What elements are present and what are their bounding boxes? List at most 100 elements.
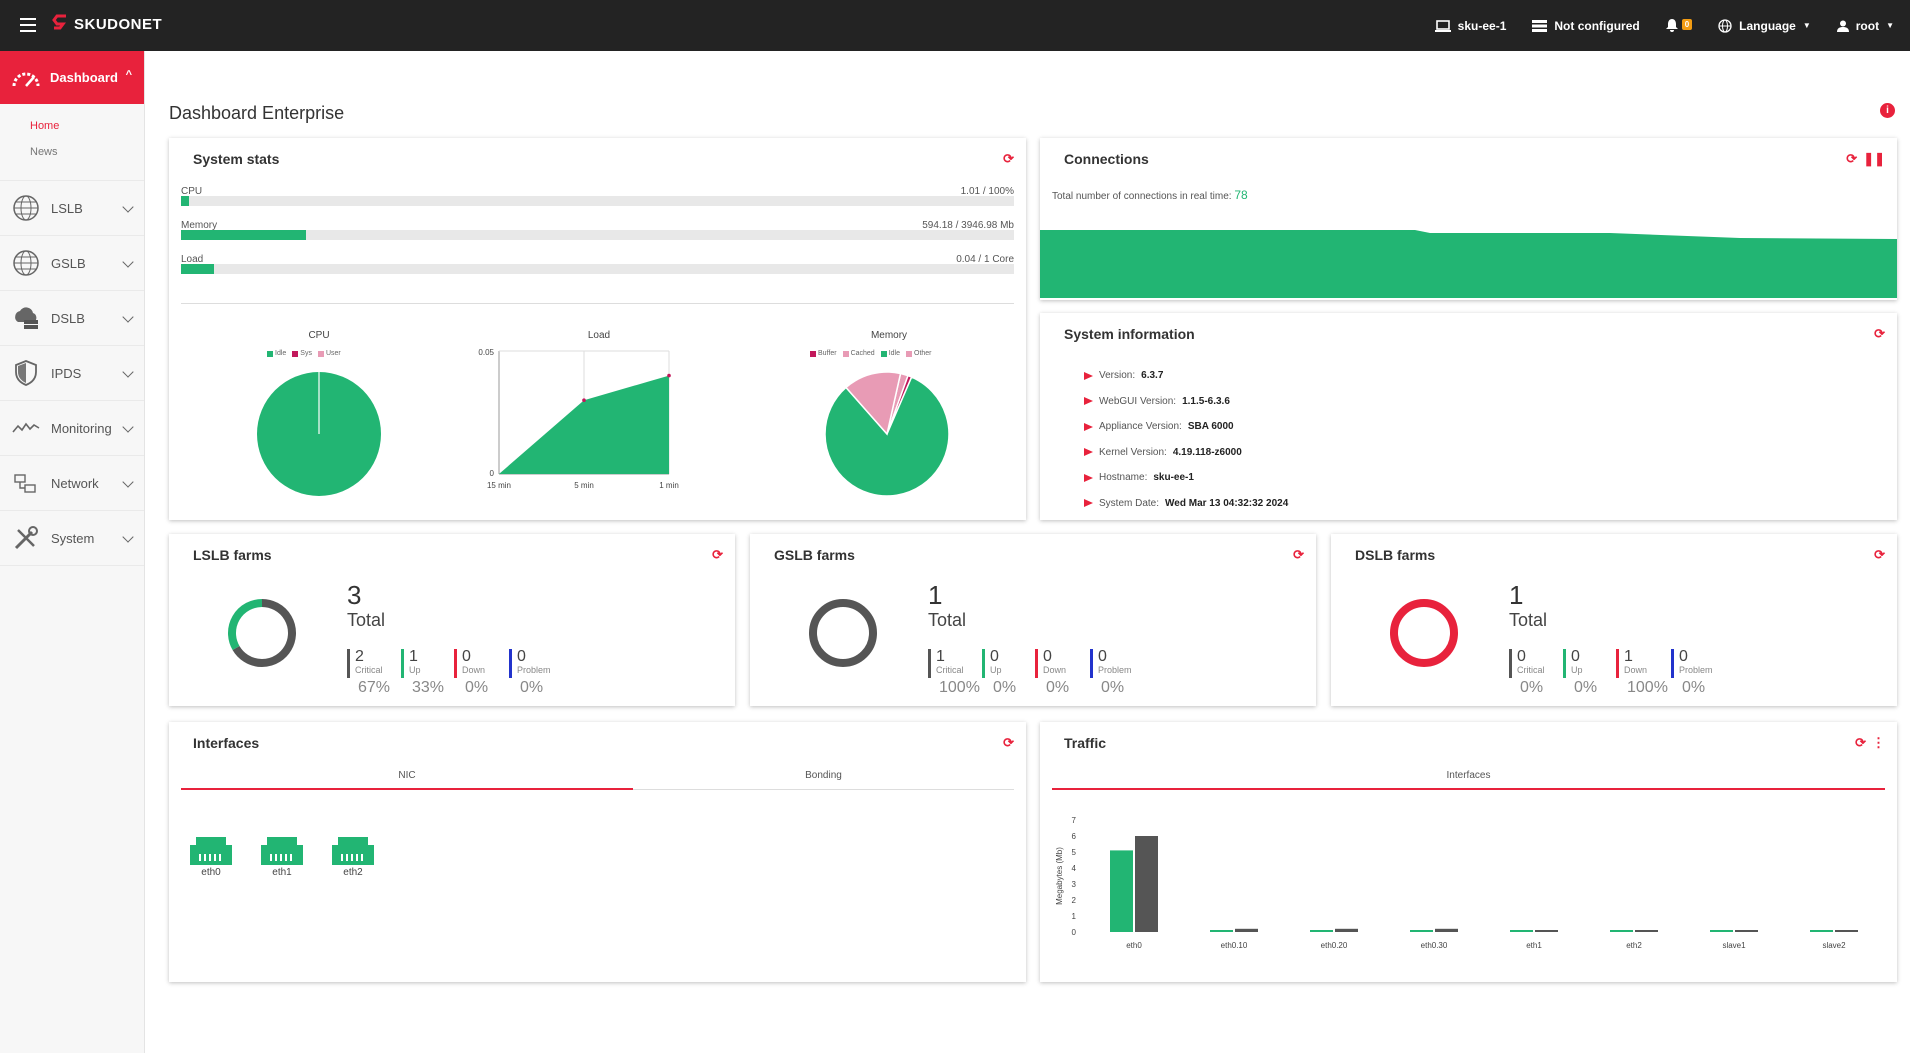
bar-fill — [181, 196, 190, 206]
x-tick-label: eth0 — [1126, 941, 1142, 950]
bar-label: Memory — [181, 220, 218, 231]
nic-eth2[interactable]: eth2 — [331, 833, 375, 878]
stat-label: Critical — [355, 665, 383, 675]
info-row: WebGUI Version: 1.1.5-6.3.6 — [1084, 389, 1288, 415]
farm-stat-critical: 0 Critical 0% — [1509, 648, 1545, 696]
load-area-chart: 0.05 0 15 min 5 min 1 min — [478, 348, 678, 490]
chevron-down-icon — [122, 311, 134, 323]
traffic-controls: ⟳ ⋮ — [1855, 735, 1885, 751]
tab-interfaces[interactable]: Interfaces — [1052, 770, 1885, 790]
cpu-pie-chart — [257, 372, 381, 496]
y-tick-label: 0 — [1072, 928, 1077, 937]
refresh-icon[interactable]: ⟳ — [1846, 151, 1858, 166]
x-tick-label: eth0.10 — [1221, 941, 1248, 950]
sidebar-item-lslb[interactable]: LSLB — [0, 181, 144, 236]
cluster-menu[interactable]: Not configured — [1532, 18, 1640, 33]
refresh-icon[interactable]: ⟳ — [1874, 547, 1885, 562]
more-vertical-icon[interactable]: ⋮ — [1872, 735, 1885, 750]
legend-item: Idle — [267, 350, 286, 357]
y-axis-label: Megabytes (Mb) — [1055, 847, 1064, 905]
cpu-usage-bar: CPU 1.01 / 100% — [181, 186, 1014, 208]
chart-title: Memory — [870, 330, 908, 341]
tab-nic[interactable]: NIC — [181, 770, 633, 790]
brand-logo[interactable]: SKUDONET — [52, 13, 162, 35]
bar — [1210, 930, 1233, 932]
sidebar-item-gslb[interactable]: GSLB — [0, 236, 144, 291]
bar — [1435, 928, 1458, 932]
nic-eth0[interactable]: eth0 — [189, 833, 233, 878]
donut-segment — [232, 599, 296, 667]
speedometer-icon — [12, 72, 40, 87]
bar-fill — [181, 230, 306, 240]
sidebar-item-label: DSLB — [51, 310, 85, 326]
farm-total-label: Total — [347, 610, 386, 630]
caret-down-icon: ▼ — [1802, 21, 1811, 30]
refresh-icon[interactable]: ⟳ — [1003, 735, 1014, 750]
y-tick-label: 0.05 — [478, 348, 494, 357]
data-point — [667, 373, 671, 378]
refresh-icon[interactable]: ⟳ — [1855, 735, 1866, 750]
stat-label: Problem — [517, 665, 551, 675]
farm-stat-down: 0 Down 0% — [1035, 648, 1069, 696]
arrow-icon — [1084, 371, 1093, 380]
language-menu[interactable]: Language ▼ — [1718, 19, 1811, 33]
sidebar-item-network[interactable]: Network — [0, 456, 144, 511]
host-label: sku-ee-1 — [1457, 18, 1507, 33]
refresh-icon[interactable]: ⟳ — [1293, 547, 1304, 562]
traffic-bar-chart: Megabytes (Mb) 7 6 5 4 3 2 1 0 eth0 eth0.10 eth0.20… — [1055, 816, 1858, 950]
server-icon — [1532, 19, 1548, 32]
farm-total-count: 1 — [928, 580, 943, 610]
bar-fill — [181, 264, 215, 274]
stat-label: Up — [990, 665, 1002, 675]
user-menu[interactable]: root ▼ — [1836, 18, 1894, 33]
menu-icon[interactable] — [20, 18, 36, 36]
stat-count: 0 — [1517, 648, 1526, 665]
sidebar-item-system[interactable]: System — [0, 511, 144, 566]
info-icon[interactable]: i — [1880, 103, 1895, 118]
legend-item: Idle — [880, 350, 900, 357]
sidebar-item-label: System — [51, 530, 95, 546]
connections-panel: Connections ⟳ ❚❚ Total number of connecti… — [1040, 138, 1897, 300]
bar — [1610, 930, 1633, 932]
farm-stat-problem: 0 Problem 0% — [1090, 648, 1132, 696]
notifications-button[interactable]: 0 — [1665, 19, 1693, 32]
system-information-panel: System information ⟳ Version: 6.3.7 WebGU… — [1040, 313, 1897, 520]
refresh-icon[interactable]: ⟳ — [1874, 326, 1885, 341]
stat-count: 0 — [1571, 648, 1580, 665]
refresh-icon[interactable]: ⟳ — [1003, 151, 1014, 166]
bar — [1335, 928, 1358, 932]
sidebar-item-dslb[interactable]: DSLB — [0, 291, 144, 346]
tab-bonding[interactable]: Bonding — [805, 770, 842, 781]
legend-item: Buffer — [810, 350, 837, 357]
traffic-tabs: Interfaces — [1052, 770, 1885, 790]
donut-segment — [809, 599, 877, 667]
bar — [1410, 930, 1433, 932]
stat-count: 0 — [1098, 648, 1107, 665]
user-icon — [1836, 20, 1849, 32]
panel-title: System stats — [193, 151, 280, 167]
caret-down-icon: ▼ — [1886, 21, 1894, 30]
info-row: Kernel Version: 4.19.118-z6000 — [1084, 440, 1288, 466]
connections-area-series — [1040, 230, 1897, 298]
nic-label: eth0 — [201, 867, 221, 878]
globe-icon — [1718, 18, 1732, 33]
sidebar-item-label: LSLB — [51, 200, 83, 216]
bar-value: 0.04 / 1 Core — [956, 254, 1014, 265]
host-menu[interactable]: sku-ee-1 — [1434, 18, 1507, 33]
system-info-list: Version: 6.3.7 WebGUI Version: 1.1.5-6.3.6… — [1084, 363, 1288, 516]
nic-eth1[interactable]: eth1 — [260, 833, 304, 878]
sidebar-item-ipds[interactable]: IPDS — [0, 346, 144, 401]
y-tick-label: 1 — [1072, 912, 1077, 921]
stat-count: 1 — [1624, 648, 1633, 665]
sidebar-sub-home[interactable]: Home — [30, 120, 60, 132]
cluster-label: Not configured — [1554, 18, 1640, 33]
sidebar-item-dashboard[interactable]: Dashboard ^ — [0, 51, 144, 104]
stat-count: 0 — [1043, 648, 1052, 665]
pause-icon[interactable]: ❚❚ — [1863, 151, 1885, 166]
sidebar-sub-news[interactable]: News — [30, 146, 58, 158]
x-tick-label: eth1 — [1526, 941, 1542, 950]
user-label: root — [1855, 18, 1880, 33]
bar-value: 594.18 / 3946.98 Mb — [922, 220, 1014, 231]
sidebar-item-monitoring[interactable]: Monitoring — [0, 401, 144, 456]
refresh-icon[interactable]: ⟳ — [712, 547, 723, 562]
